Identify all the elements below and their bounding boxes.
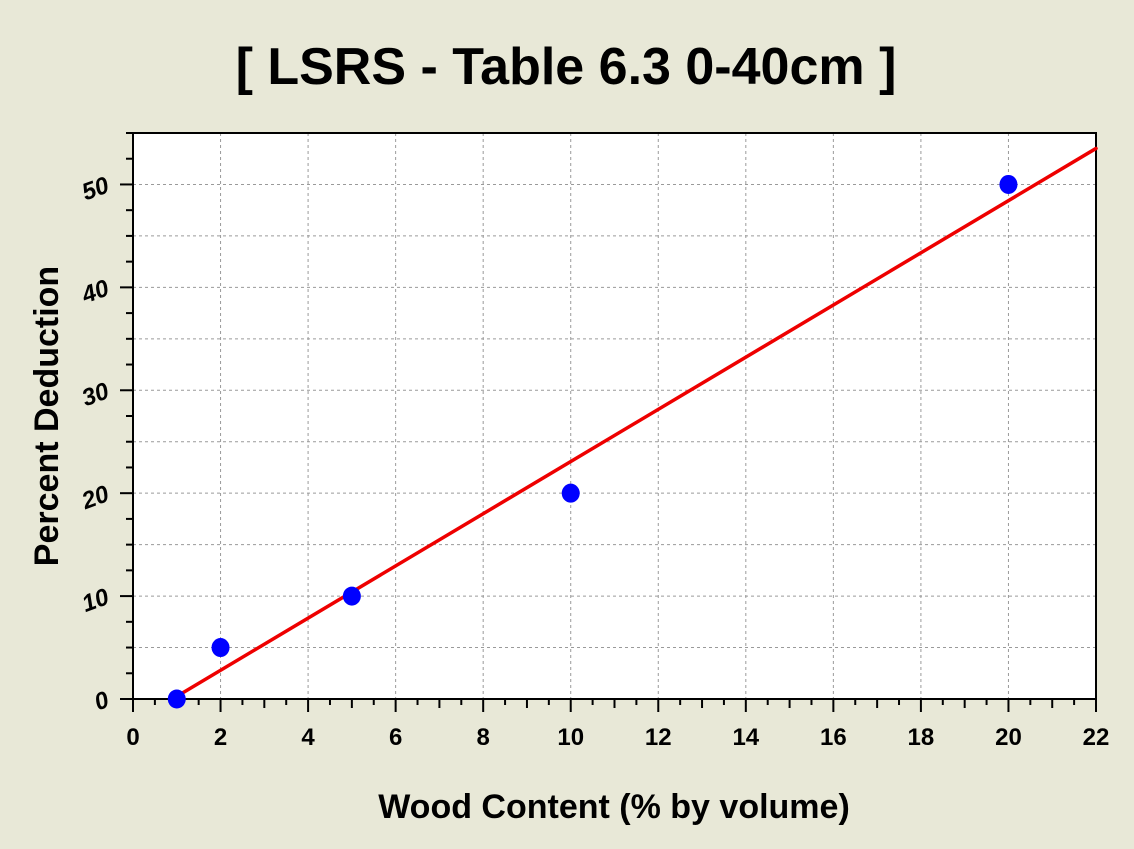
y-tick-label: 40 [77,274,113,309]
data-point [342,586,361,606]
x-tick-label: 0 [126,724,139,751]
y-tick-label: 10 [78,583,113,618]
x-tick-label: 2 [214,724,227,751]
x-tick-label: 8 [477,724,490,751]
data-point [561,483,580,503]
x-tick-label: 22 [1083,724,1110,751]
grid-lines [133,133,1096,699]
y-tick-label: 0 [91,686,113,716]
data-point [211,638,230,658]
x-tick-label: 14 [732,724,759,751]
x-tick-label: 20 [995,724,1022,751]
fit-line [170,146,1098,701]
chart-title: [ LSRS - Table 6.3 0-40cm ] [236,38,897,96]
x-tick-label: 10 [557,724,584,751]
plot-area [133,133,1096,699]
x-tick-label: 16 [820,724,847,751]
x-tick-label: 12 [645,724,672,751]
y-axis-label: Percent Deduction [28,266,66,566]
x-axis-label: Wood Content (% by volume) [378,788,850,826]
y-tick-label: 50 [78,172,113,207]
series-layer [167,146,1098,709]
data-point [999,174,1018,194]
axes [120,132,1097,712]
data-point [167,689,186,709]
x-tick-label: 18 [908,724,935,751]
x-tick-labels: 0 2 4 6 8 10 12 14 16 18 20 22 [126,724,1109,751]
y-tick-label: 30 [78,377,113,412]
x-tick-label: 6 [389,724,402,751]
x-tick-label: 4 [301,724,315,751]
y-tick-labels: 0 10 20 30 40 50 [77,172,113,717]
y-tick-label: 20 [77,480,113,515]
